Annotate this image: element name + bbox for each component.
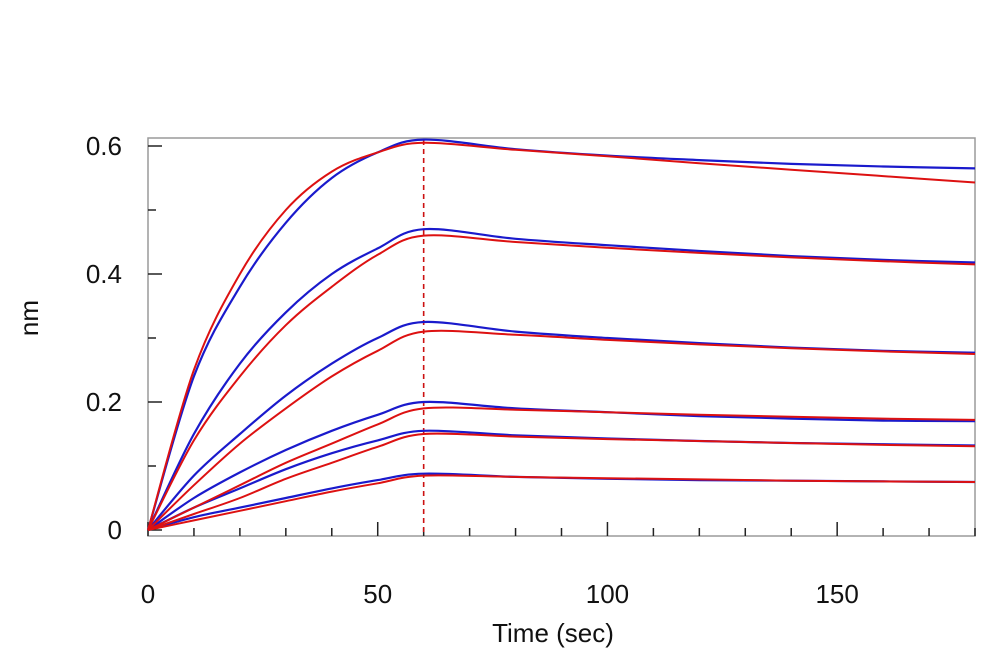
y-tick-label: 0.2 xyxy=(86,387,122,417)
fit-curve xyxy=(147,234,976,531)
x-axis-title: Time (sec) xyxy=(492,618,614,648)
y-axis-title: nm xyxy=(14,300,44,336)
fit-curve xyxy=(147,432,976,531)
observed-curve xyxy=(146,138,976,531)
x-tick-label: 0 xyxy=(141,579,155,609)
x-tick-label: 150 xyxy=(815,579,858,609)
series-layer xyxy=(146,138,976,532)
fit-curve xyxy=(147,474,976,531)
observed-curve xyxy=(147,400,976,531)
fit-curve xyxy=(147,141,976,531)
fit-curve xyxy=(147,406,976,531)
tick-labels: 0 50 100 150 0 0.2 0.4 0.6 xyxy=(86,131,859,609)
x-tick-label: 50 xyxy=(363,579,392,609)
y-tick-label: 0 xyxy=(108,515,122,545)
fit-curve xyxy=(147,329,976,531)
y-tick-label: 0.4 xyxy=(86,259,122,289)
x-tick-label: 100 xyxy=(586,579,629,609)
observed-curve xyxy=(147,227,976,531)
y-tick-label: 0.6 xyxy=(86,131,122,161)
